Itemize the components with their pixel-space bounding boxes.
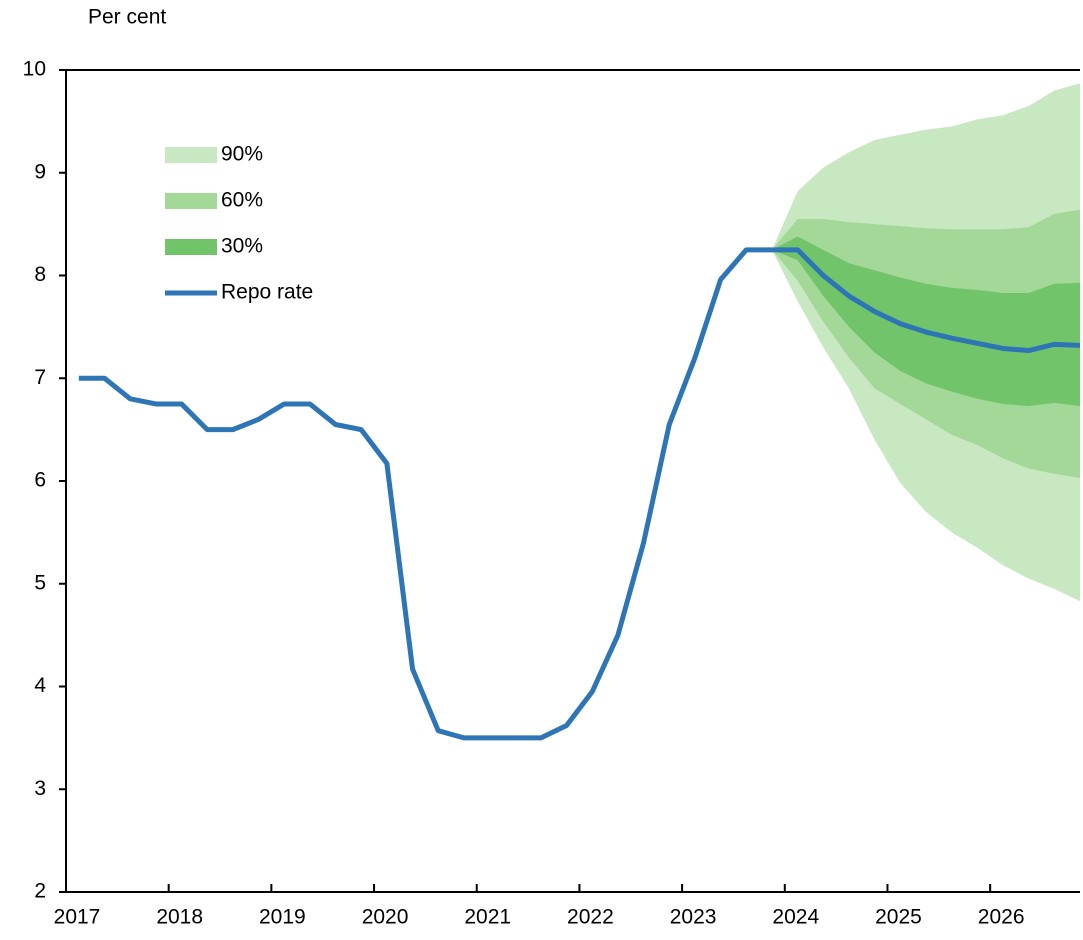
fan-band — [771, 236, 1080, 406]
legend-label: 90% — [221, 143, 263, 166]
y-tick-label: 4 — [34, 674, 46, 697]
y-tick-label: 8 — [34, 263, 46, 286]
x-tick-label: 2021 — [464, 906, 511, 929]
x-tick-label: 2025 — [875, 906, 922, 929]
legend-label: 60% — [221, 189, 263, 212]
x-tick-label: 2020 — [362, 906, 409, 929]
x-tick-label: 2019 — [259, 906, 306, 929]
y-axis-label: Per cent — [88, 6, 166, 29]
x-tick-label: 2017 — [54, 906, 101, 929]
x-tick-label: 2018 — [156, 906, 203, 929]
x-tick-label: 2026 — [978, 906, 1025, 929]
legend-label: 30% — [221, 235, 263, 258]
legend-label: Repo rate — [221, 281, 313, 304]
y-tick-label: 7 — [34, 366, 46, 389]
x-tick-label: 2023 — [670, 906, 717, 929]
line — [78, 247, 1081, 741]
legend-swatch — [165, 193, 217, 209]
y-tick-label: 6 — [34, 469, 46, 492]
legend-swatch — [165, 147, 217, 163]
y-tick-label: 9 — [34, 160, 46, 183]
x-tick-label: 2024 — [772, 906, 819, 929]
y-tick-label: 10 — [23, 58, 46, 81]
y-tick-label: 5 — [34, 571, 46, 594]
y-tick-label: 2 — [34, 880, 46, 903]
y-tick-label: 3 — [34, 777, 46, 800]
x-tick-label: 2022 — [567, 906, 614, 929]
legend-swatch — [165, 239, 217, 255]
